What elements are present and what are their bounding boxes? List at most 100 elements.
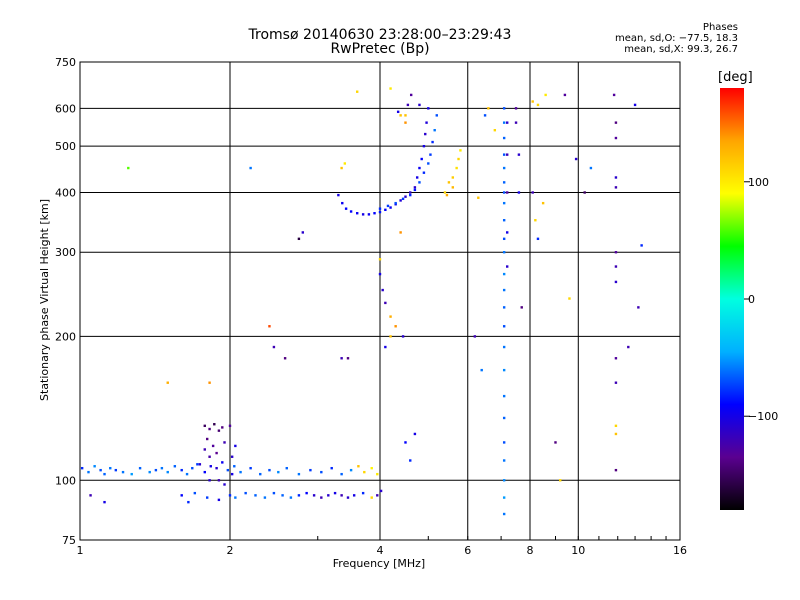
data-point: [160, 466, 164, 470]
data-point: [221, 461, 224, 464]
data-point: [386, 204, 390, 208]
data-point: [614, 176, 618, 179]
data-point: [340, 357, 343, 360]
data-point: [80, 466, 84, 470]
data-point: [361, 213, 365, 216]
colorbar-tick-label: 100: [748, 176, 769, 189]
data-point: [505, 265, 509, 268]
data-point: [217, 498, 221, 502]
data-point: [109, 466, 112, 470]
data-point: [502, 288, 506, 292]
data-point: [404, 195, 407, 198]
data-point: [404, 121, 407, 124]
data-point: [502, 441, 506, 444]
data-point: [443, 191, 447, 194]
data-point: [367, 213, 371, 216]
data-point: [205, 437, 209, 441]
data-point: [473, 335, 477, 338]
data-point: [187, 500, 190, 504]
data-point: [154, 468, 158, 472]
data-point: [502, 459, 506, 462]
y-axis-label: Stationary phase Virtual Height [km]: [38, 199, 51, 401]
data-point: [505, 191, 509, 194]
colorbar-tick-label: 0: [748, 293, 755, 306]
data-point: [413, 432, 417, 436]
data-point: [289, 496, 293, 499]
data-point: [409, 193, 412, 197]
data-point: [614, 381, 618, 384]
data-point: [259, 472, 262, 476]
data-point: [418, 181, 421, 184]
data-point: [502, 219, 506, 222]
data-point: [346, 357, 350, 360]
chart-title: Tromsø 20140630 23:28:00–23:29:43: [248, 27, 512, 43]
data-point: [384, 345, 387, 349]
data-point: [389, 335, 392, 338]
data-point: [493, 128, 497, 132]
data-point: [429, 153, 432, 156]
data-point: [138, 466, 142, 470]
data-point: [205, 496, 209, 499]
data-point: [502, 251, 506, 254]
data-point: [425, 121, 428, 124]
data-point: [249, 466, 252, 470]
data-point: [536, 103, 540, 107]
data-point: [203, 448, 206, 451]
data-point: [263, 496, 267, 499]
data-point: [502, 345, 506, 349]
data-point: [396, 110, 400, 114]
data-point: [191, 466, 194, 470]
data-point: [268, 468, 271, 472]
data-point: [627, 345, 630, 349]
data-point: [166, 381, 169, 384]
data-point: [589, 166, 593, 170]
data-point: [455, 166, 458, 170]
data-point: [281, 494, 284, 497]
x-tick-label: 16: [673, 544, 687, 557]
data-point: [221, 426, 224, 429]
data-point: [373, 212, 376, 215]
data-point: [361, 491, 365, 495]
data-point: [355, 212, 359, 215]
data-point: [378, 210, 382, 214]
data-point: [244, 491, 247, 495]
data-point: [312, 494, 316, 497]
data-point: [349, 468, 353, 472]
data-point: [404, 114, 407, 117]
data-point: [633, 103, 637, 107]
data-point: [230, 455, 234, 458]
grid-lines: [80, 62, 680, 540]
data-point: [401, 335, 405, 338]
data-point: [230, 472, 234, 476]
data-point: [198, 463, 202, 466]
data-point: [217, 479, 221, 482]
data-point: [637, 306, 640, 309]
data-point: [502, 512, 506, 516]
data-point: [378, 272, 382, 276]
data-point: [409, 93, 413, 97]
data-point: [502, 479, 506, 482]
data-point: [413, 186, 417, 189]
data-point: [340, 494, 343, 497]
data-point: [614, 265, 618, 268]
data-point: [378, 258, 382, 261]
x-tick-label: 10: [571, 544, 585, 557]
data-point: [228, 494, 232, 497]
data-point: [272, 491, 276, 495]
data-point: [502, 201, 506, 205]
data-point: [614, 357, 618, 360]
data-point: [379, 489, 383, 493]
y-tick-label: 300: [55, 246, 76, 259]
y-tick-label: 200: [55, 330, 76, 343]
data-point: [87, 470, 90, 474]
data-point: [337, 193, 340, 197]
data-point: [445, 193, 449, 197]
data-point: [614, 251, 618, 254]
data-point: [272, 345, 276, 349]
data-point: [415, 176, 419, 179]
data-point: [346, 496, 350, 499]
data-point: [502, 237, 506, 241]
data-point: [502, 272, 506, 276]
data-point: [378, 207, 382, 210]
